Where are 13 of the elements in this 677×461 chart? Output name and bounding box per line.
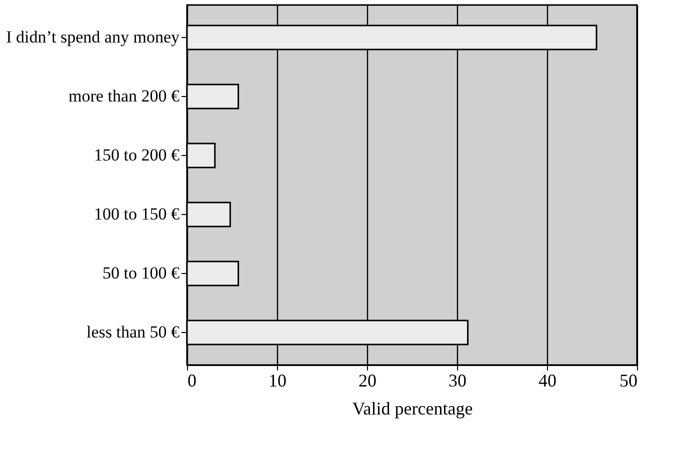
y-tick-label: I didn’t spend any money xyxy=(6,27,180,46)
y-tick-label: 50 to 100 € xyxy=(102,264,180,283)
x-tick-label: 0 xyxy=(188,370,196,390)
x-tick-label: 10 xyxy=(268,370,286,390)
x-tick-label: 40 xyxy=(538,370,556,390)
x-axis-title: Valid percentage xyxy=(352,398,473,418)
y-tick-label: more than 200 € xyxy=(68,86,180,106)
x-tick-label: 20 xyxy=(358,370,376,390)
x-tick-label: 30 xyxy=(448,370,466,390)
y-tick-label: 150 to 200 € xyxy=(94,145,180,164)
y-tick-label: 100 to 150 € xyxy=(94,204,180,224)
x-tick-label: 50 xyxy=(620,370,638,390)
y-tick-label: less than 50 € xyxy=(86,322,180,342)
